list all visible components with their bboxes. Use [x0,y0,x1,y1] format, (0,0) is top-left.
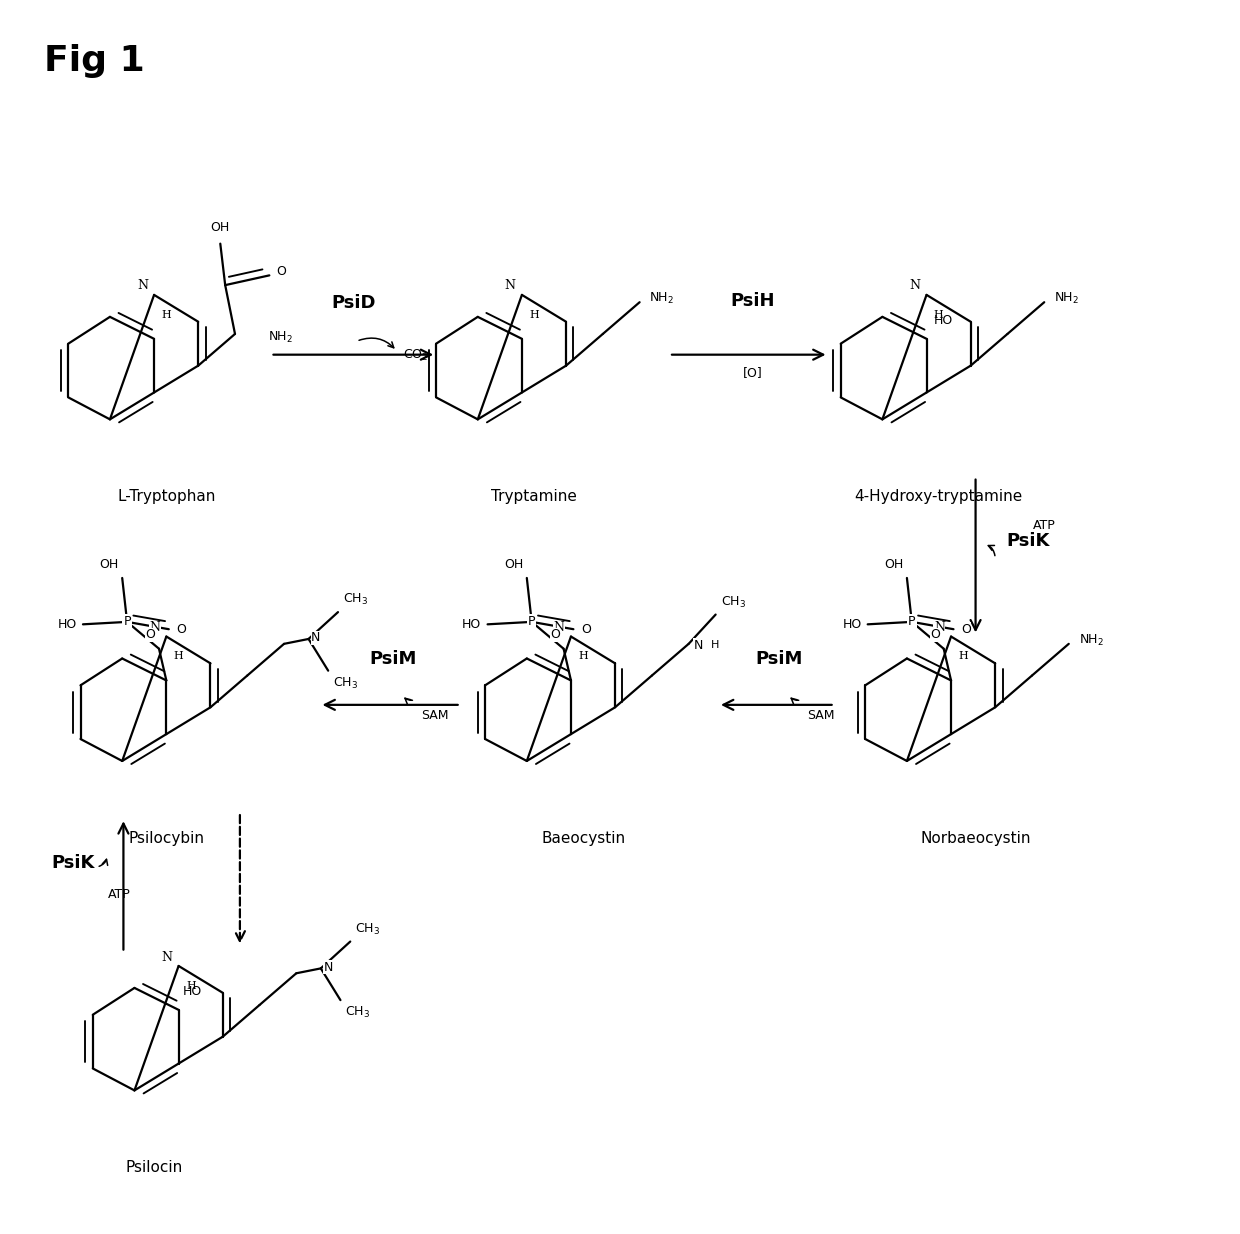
Text: CO$_2$: CO$_2$ [403,348,428,364]
Text: Norbaeocystin: Norbaeocystin [920,830,1030,845]
Text: SAM: SAM [422,708,449,722]
Text: N: N [554,621,565,634]
Text: N: N [693,638,703,652]
Text: Baeocystin: Baeocystin [541,830,625,845]
Text: CH$_3$: CH$_3$ [720,595,745,610]
Text: Fig 1: Fig 1 [43,43,145,78]
Text: O: O [176,623,186,636]
Text: HO: HO [842,618,862,631]
Text: OH: OH [211,221,229,234]
Text: PsiM: PsiM [370,650,417,669]
Text: HO: HO [934,313,954,327]
Text: HO: HO [182,985,202,997]
Text: NH$_2$: NH$_2$ [650,291,675,306]
Text: OH: OH [884,558,903,570]
Text: OH: OH [503,558,523,570]
Text: OH: OH [99,558,119,570]
Text: P: P [123,616,131,628]
Text: H: H [174,652,184,661]
Text: L-Tryptophan: L-Tryptophan [117,489,216,503]
Text: CH$_3$: CH$_3$ [355,922,381,937]
Text: N: N [324,961,332,974]
Text: H: H [578,652,588,661]
Text: PsiK: PsiK [52,854,95,872]
Text: PsiK: PsiK [1006,532,1049,550]
Text: N: N [311,632,320,644]
Text: PsiH: PsiH [730,291,775,310]
Text: O: O [930,628,940,642]
Text: Psilocybin: Psilocybin [128,830,205,845]
Text: CH$_3$: CH$_3$ [343,592,368,607]
Text: H: H [186,981,196,991]
Text: O: O [551,628,560,642]
Text: 4-Hydroxy-tryptamine: 4-Hydroxy-tryptamine [854,489,1023,503]
Text: SAM: SAM [807,708,835,722]
Text: O: O [961,623,971,636]
Text: O: O [277,265,286,278]
Text: H: H [529,310,539,320]
Text: N: N [149,621,160,634]
Text: Psilocin: Psilocin [125,1160,182,1175]
Text: N: N [909,279,920,292]
Text: H: H [959,652,968,661]
Text: O: O [145,628,155,642]
Text: NH$_2$: NH$_2$ [1079,633,1104,648]
Text: ATP: ATP [1033,520,1056,532]
Text: CH$_3$: CH$_3$ [334,675,358,691]
Text: N: N [136,279,148,292]
Text: H: H [711,640,719,650]
Text: Tryptamine: Tryptamine [491,489,577,503]
Text: HO: HO [57,618,77,631]
Text: [O]: [O] [743,365,763,379]
Text: PsiD: PsiD [331,294,376,312]
Text: CH$_3$: CH$_3$ [346,1004,371,1021]
Text: ATP: ATP [108,888,130,901]
Text: N: N [934,621,945,634]
Text: NH$_2$: NH$_2$ [268,329,293,346]
Text: H: H [934,310,944,320]
Text: P: P [908,616,915,628]
Text: O: O [580,623,590,636]
Text: NH$_2$: NH$_2$ [1054,291,1079,306]
Text: N: N [161,950,172,964]
Text: N: N [505,279,516,292]
Text: P: P [528,616,536,628]
Text: PsiM: PsiM [755,650,804,669]
Text: HO: HO [463,618,481,631]
Text: H: H [161,310,171,320]
